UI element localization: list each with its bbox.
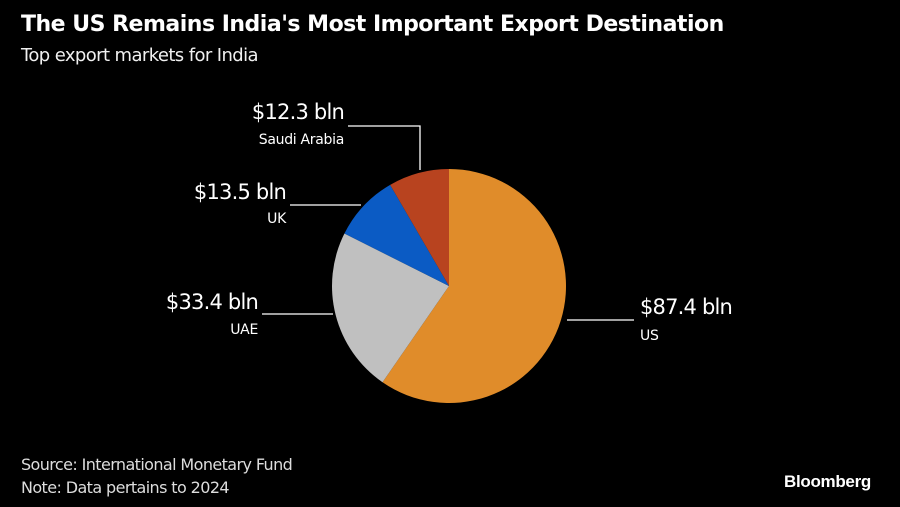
value-label-uae: $33.4 bln — [166, 290, 258, 314]
leader-line-saudi-arabia — [348, 125, 421, 170]
pie-slice-uk — [344, 184, 449, 286]
category-label-saudi-arabia: Saudi Arabia — [259, 132, 344, 148]
bloomberg-logo: Bloomberg — [783, 472, 871, 491]
pie-slice-us — [382, 169, 566, 403]
category-label-uae: UAE — [230, 322, 258, 338]
category-label-us: US — [640, 328, 659, 344]
chart-title: The US Remains India's Most Important Ex… — [21, 12, 724, 37]
value-label-uk: $13.5 bln — [194, 180, 286, 204]
chart-subtitle: Top export markets for India — [21, 45, 259, 66]
value-label-us: $87.4 bln — [640, 295, 732, 319]
source-note: Source: International Monetary Fund — [21, 455, 293, 474]
data-note: Note: Data pertains to 2024 — [21, 478, 230, 497]
pie-slice-uae — [332, 233, 449, 383]
category-label-uk: UK — [267, 211, 287, 227]
pie-slice-saudi-arabia — [390, 169, 449, 286]
value-label-saudi-arabia: $12.3 bln — [252, 100, 344, 124]
